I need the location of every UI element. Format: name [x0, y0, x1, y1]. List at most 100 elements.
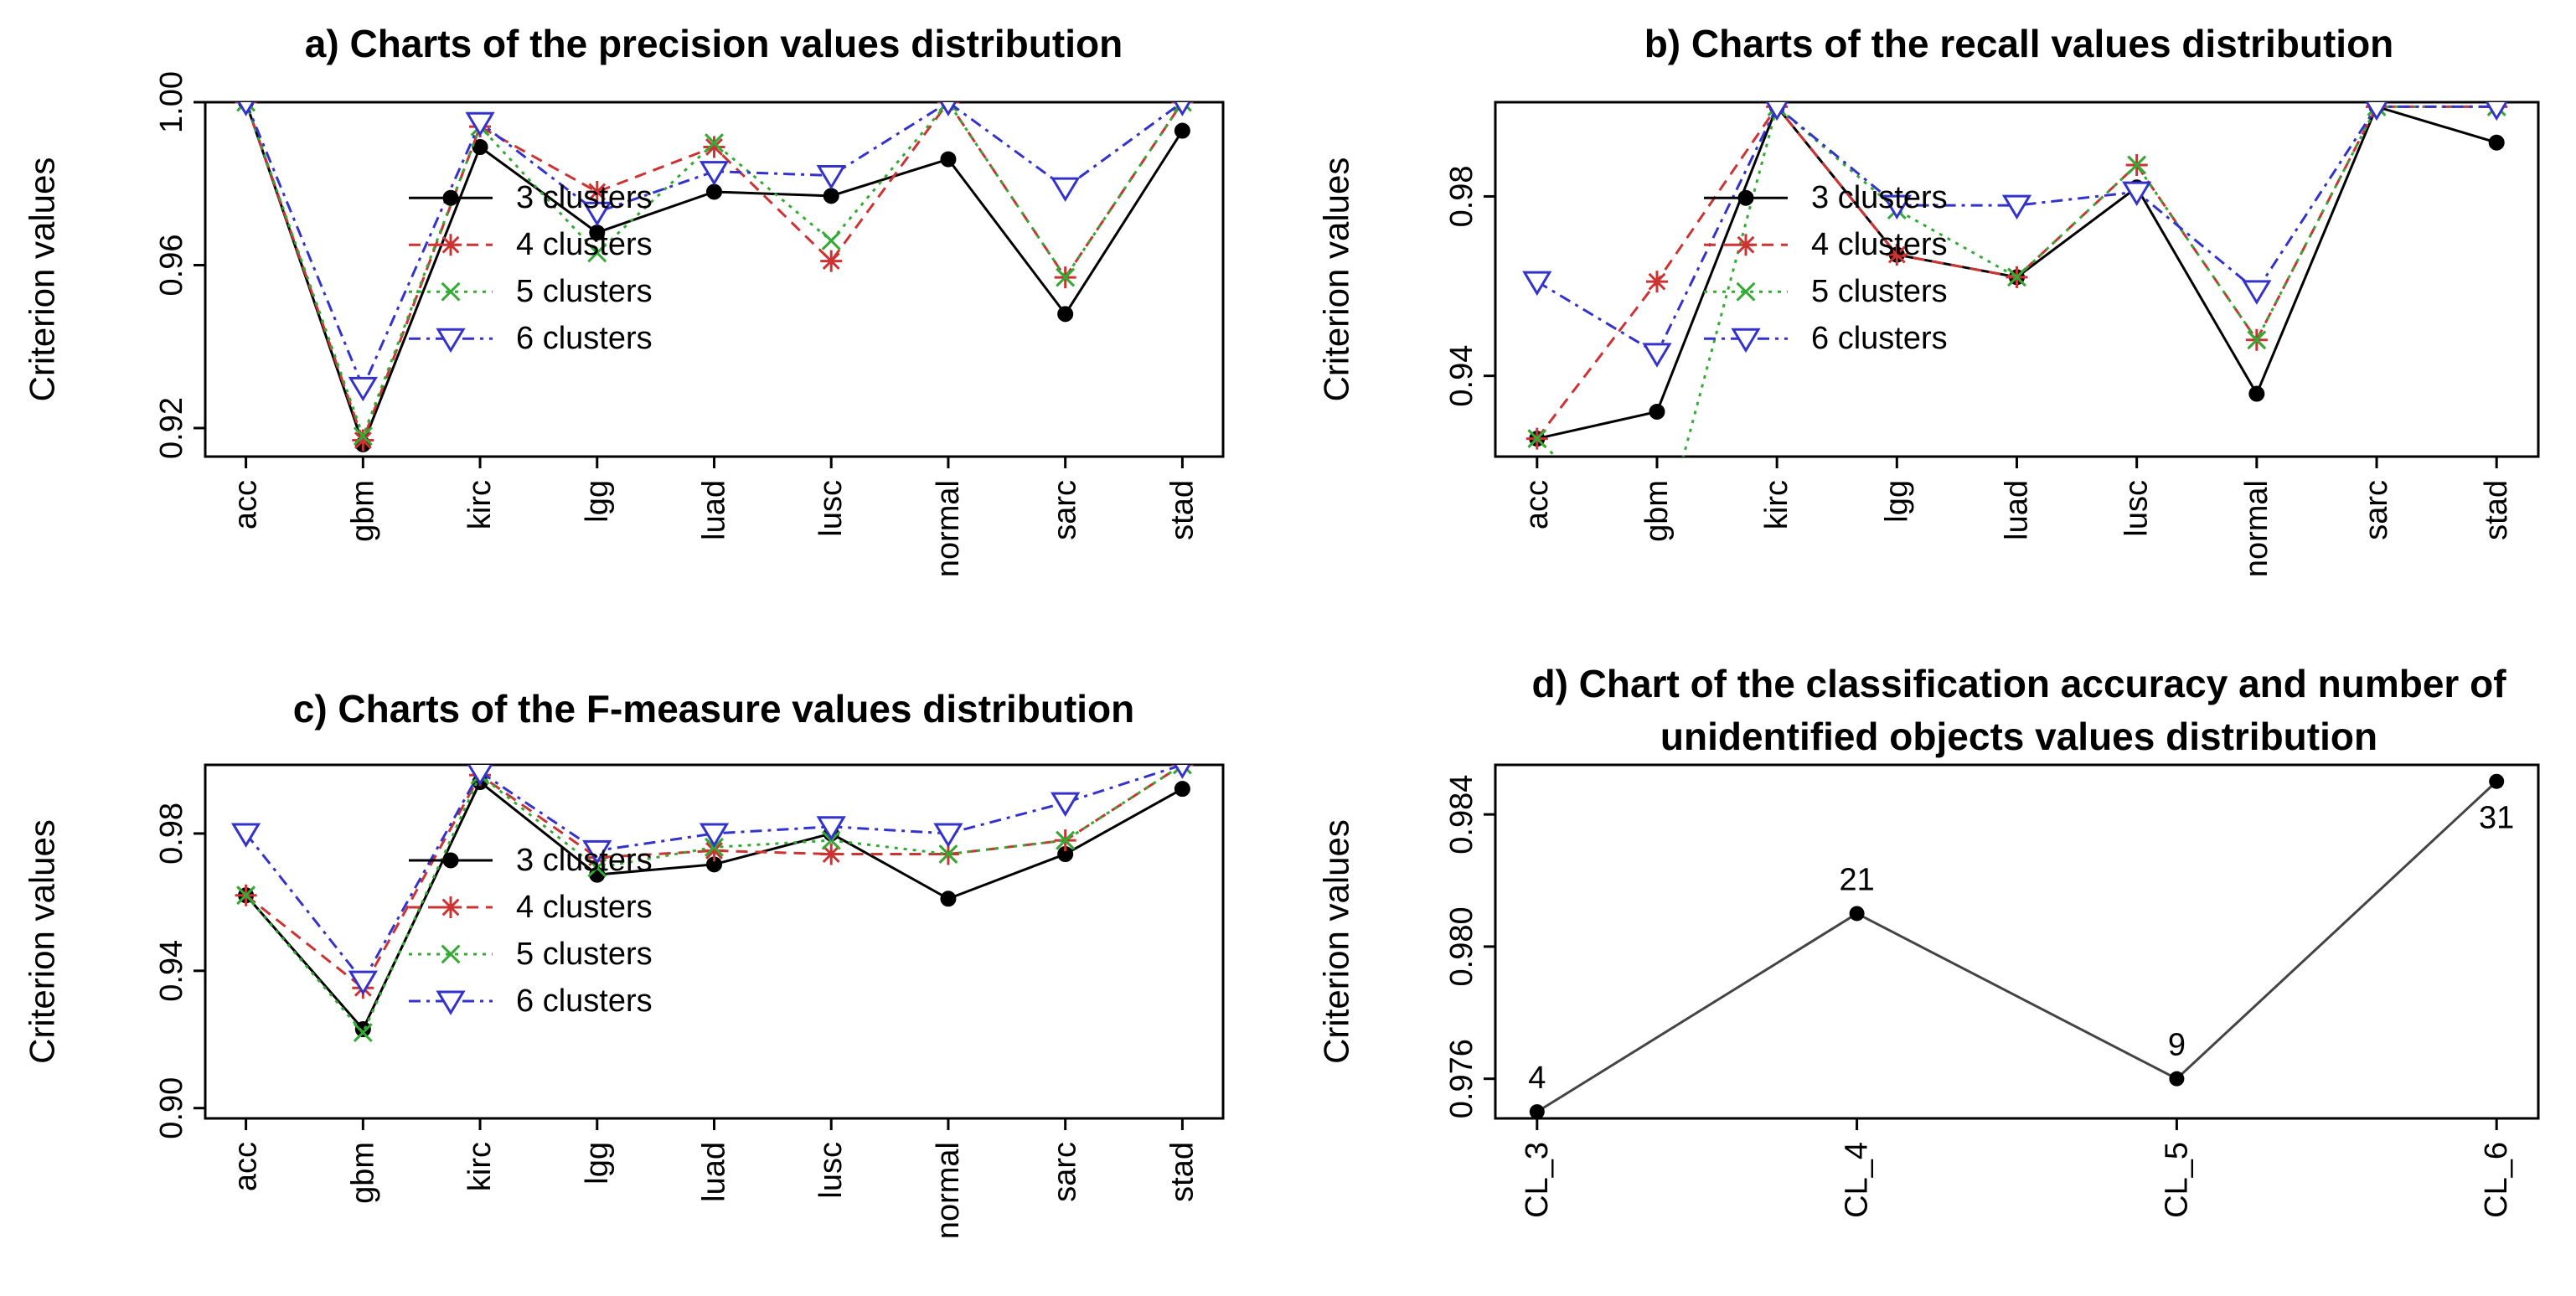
chart-title-line: d) Chart of the classification accuracy …: [1531, 662, 2506, 705]
data-point: [587, 243, 607, 263]
data-point: [816, 165, 846, 190]
data-point: [705, 133, 724, 153]
data-point: [1172, 765, 1192, 775]
data-point: [1172, 102, 1192, 112]
series-5-clusters: [236, 765, 1192, 1043]
x-tick-label: gbm: [345, 1142, 380, 1204]
data-point: [1051, 792, 1081, 817]
legend: 3 clusters 4 clusters 5 clusters 6 clusters: [409, 843, 653, 1019]
data-point: [587, 858, 607, 878]
plot-area: [1529, 773, 2505, 1118]
legend-label: 4 clusters: [516, 890, 653, 925]
data-point: [352, 429, 374, 452]
data-point: [237, 102, 255, 116]
data-point: [2365, 102, 2388, 121]
data-point: [2122, 181, 2152, 207]
data-point: [1174, 122, 1190, 139]
legend-label: 4 clusters: [1811, 227, 1948, 262]
data-point: [940, 151, 957, 168]
y-tick-label: 0.94: [1444, 345, 1479, 407]
legend-label: 6 clusters: [1811, 321, 1948, 356]
data-point: [1522, 271, 1552, 297]
data-point: [353, 1023, 373, 1043]
data-point: [2247, 330, 2267, 350]
series-3-clusters: [238, 773, 1190, 1037]
x-tick-label: stad: [2479, 480, 2514, 540]
y-axis-label: Criterion values: [23, 819, 62, 1064]
chart-panel-d: d) Chart of the classification accuracy …: [1317, 662, 2540, 1218]
data-point: [1642, 343, 1672, 368]
data-point: [816, 816, 846, 841]
y-axis-label: Criterion values: [23, 157, 62, 402]
x-tick-label: acc: [1520, 480, 1555, 529]
y-tick-label: 0.98: [1444, 165, 1479, 227]
data-point: [354, 1020, 371, 1037]
data-point: [706, 183, 722, 200]
x-tick-label: CL_5: [2159, 1142, 2194, 1218]
data-point: [940, 891, 957, 907]
chart-title: a) Charts of the precision values distri…: [305, 22, 1123, 65]
data-point: [1765, 102, 1789, 121]
data-point: [348, 376, 378, 402]
data-point: [703, 839, 725, 862]
y-tick-label: 0.96: [154, 234, 189, 296]
data-point: [1056, 830, 1076, 850]
data-point: [1649, 403, 1665, 420]
y-tick-label: 0.984: [1444, 775, 1479, 855]
data-point: [2489, 773, 2505, 789]
chart-panel-c: c) Charts of the F-measure values distri…: [23, 687, 1225, 1239]
x-tick-label: kirc: [462, 480, 498, 529]
y-tick-label: 0.90: [154, 1077, 189, 1139]
series-6-clusters: [237, 102, 1191, 402]
x-tick-label: lusc: [2119, 480, 2155, 537]
x-tick-label: CL_3: [1520, 1142, 1555, 1218]
data-point: [2169, 1071, 2185, 1087]
data-point: [467, 765, 493, 787]
x-tick-label: kirc: [462, 1142, 498, 1191]
data-point: [1056, 267, 1076, 287]
data-point: [582, 839, 612, 865]
legend-marker: [442, 189, 459, 206]
data-label: 9: [2168, 1028, 2186, 1063]
data-point: [2242, 280, 2272, 305]
data-point: [236, 886, 256, 906]
x-tick-label: normal: [2239, 480, 2274, 577]
y-tick-label: 0.976: [1444, 1039, 1479, 1118]
x-tick-label: lgg: [580, 480, 615, 523]
series-6-clusters: [230, 765, 1191, 996]
x-tick-label: normal: [931, 1142, 966, 1239]
series-6-clusters: [1522, 102, 2508, 368]
x-tick-label: sarc: [2359, 480, 2394, 540]
x-tick-label: lusc: [813, 480, 849, 537]
legend-marker: [440, 234, 462, 256]
chart-title: b) Charts of the recall values distribut…: [1644, 22, 2394, 65]
legend-marker: [440, 896, 462, 918]
y-tick-label: 0.94: [154, 940, 189, 1002]
x-tick-label: gbm: [1639, 480, 1675, 542]
x-tick-label: sarc: [1048, 480, 1083, 540]
x-tick-label: CL_4: [1840, 1142, 1875, 1218]
chart-title-line: unidentified objects values distribution: [1660, 715, 2377, 758]
data-point: [1174, 765, 1191, 779]
data-point: [933, 823, 963, 848]
data-point: [820, 250, 843, 272]
series-4-clusters: [235, 102, 1194, 452]
y-tick-label: 0.92: [154, 397, 189, 459]
legend-label: 5 clusters: [1811, 274, 1948, 309]
x-tick-label: stad: [1164, 480, 1200, 540]
x-tick-label: CL_6: [2479, 1142, 2514, 1218]
data-point: [699, 823, 730, 848]
legend-marker: [1736, 281, 1756, 302]
legend-label: 5 clusters: [516, 937, 653, 972]
data-point: [1051, 177, 1081, 203]
data-point: [236, 102, 256, 112]
legend-marker: [442, 852, 459, 869]
legend-marker: [1731, 328, 1761, 354]
series-4-clusters: [235, 765, 1194, 999]
data-point: [230, 823, 261, 848]
data-point: [1527, 429, 1547, 449]
plot-frame: [204, 763, 1225, 1120]
data-point: [2488, 134, 2505, 151]
legend-marker: [436, 990, 466, 1015]
data-point: [1882, 194, 1912, 220]
